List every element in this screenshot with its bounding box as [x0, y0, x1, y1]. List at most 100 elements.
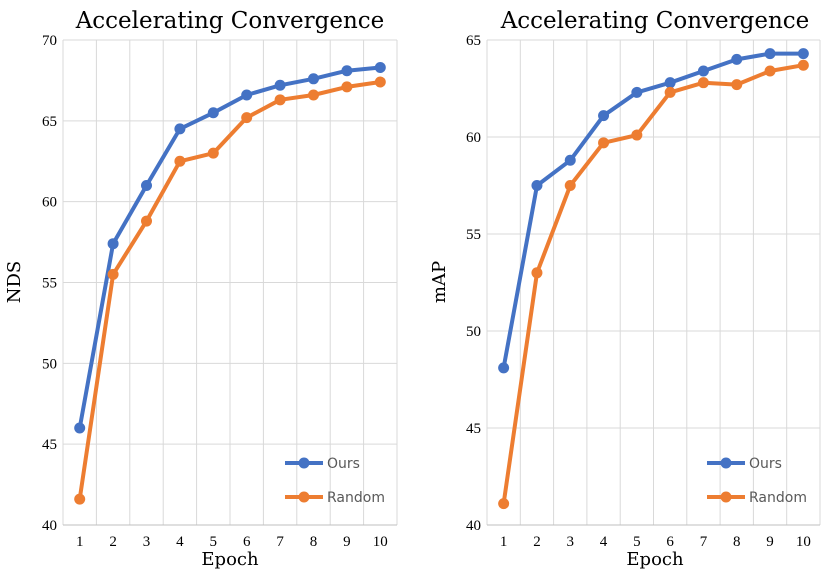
x-tick-label: 6 [243, 534, 251, 550]
data-point-random [241, 112, 253, 124]
x-tick-label: 5 [633, 534, 641, 550]
y-tick-label: 55 [466, 227, 481, 243]
legend-label-ours: Ours [749, 456, 782, 472]
legend-marker-ours [298, 457, 310, 469]
series [498, 48, 809, 510]
data-point-random [498, 498, 510, 510]
data-point-random [764, 65, 776, 77]
data-point-random [374, 76, 386, 88]
data-point-random [598, 137, 610, 149]
x-tick-label: 4 [600, 534, 608, 550]
x-tick-label: 5 [210, 534, 218, 550]
data-point-ours [797, 48, 809, 60]
y-tick-label: 65 [466, 33, 481, 49]
x-tick-label: 7 [700, 534, 708, 550]
y-tick-label: 60 [466, 130, 481, 146]
data-point-ours [764, 48, 776, 60]
data-point-random [207, 147, 219, 159]
legend-marker-random [720, 491, 732, 503]
series-line-random [501, 63, 806, 506]
y-tick-label: 40 [466, 518, 481, 534]
grid [486, 39, 821, 526]
data-point-random [731, 79, 743, 91]
x-tick-label: 9 [343, 534, 351, 550]
data-point-ours [174, 123, 186, 135]
data-point-random [531, 267, 543, 279]
data-point-random [697, 77, 709, 89]
series-line-random [77, 80, 383, 502]
data-point-ours [631, 86, 643, 98]
data-point-random [341, 81, 353, 93]
y-axis-label: NDS [4, 261, 25, 304]
data-point-ours [374, 61, 386, 73]
x-tick-label: 7 [276, 534, 284, 550]
data-point-ours [207, 107, 219, 119]
map-chart: Accelerating Convergence Epoch mAP 40455… [429, 8, 821, 570]
data-point-ours [498, 362, 510, 374]
legend-marker-ours [720, 457, 732, 469]
y-tick-label: 50 [466, 324, 481, 340]
x-tick-label: 9 [766, 534, 774, 550]
x-tick-label: 4 [176, 534, 184, 550]
legend: Ours Random [707, 456, 807, 506]
x-tick-label: 8 [310, 534, 318, 550]
y-tick-label: 60 [42, 195, 57, 211]
series [74, 61, 386, 505]
x-tick-label: 3 [567, 534, 575, 550]
y-axis-label: mAP [429, 261, 450, 303]
data-point-ours [531, 180, 543, 191]
y-tick-label: 45 [466, 421, 481, 437]
x-axis-label: Epoch [626, 549, 684, 570]
legend-label-ours: Ours [327, 456, 360, 472]
y-tick-label: 55 [42, 276, 57, 292]
x-axis-label: Epoch [201, 549, 259, 570]
y-tick-label: 45 [42, 437, 57, 453]
nds-chart: Accelerating Convergence Epoch NDS 40455… [4, 8, 398, 570]
data-point-ours [341, 65, 353, 77]
x-tick-label: 2 [533, 534, 541, 550]
y-tick-label: 40 [42, 518, 57, 534]
data-point-ours [241, 89, 253, 101]
chart-title: Accelerating Convergence [75, 8, 385, 34]
data-point-random [797, 59, 809, 71]
data-point-random [74, 493, 86, 505]
x-tick-label: 6 [666, 534, 674, 550]
data-point-ours [731, 53, 743, 65]
data-point-ours [274, 79, 286, 91]
legend: Ours Random [285, 456, 385, 506]
data-point-random [308, 89, 319, 101]
data-point-ours [107, 238, 119, 250]
data-point-random [274, 94, 286, 106]
data-point-ours [141, 180, 152, 191]
x-tick-label: 8 [733, 534, 741, 550]
data-point-ours [564, 154, 576, 166]
series-line-ours [77, 65, 383, 430]
data-point-ours [598, 110, 610, 122]
data-point-ours [74, 422, 86, 434]
data-point-random [107, 268, 119, 280]
x-tick-label: 1 [76, 534, 84, 550]
data-point-ours [308, 73, 319, 85]
x-tick-label: 10 [796, 534, 811, 550]
data-point-ours [697, 65, 709, 77]
data-point-random [141, 215, 152, 227]
series-line-ours [501, 51, 806, 370]
legend-label-random: Random [749, 490, 807, 506]
y-tick-label: 70 [42, 33, 57, 49]
y-tick-label: 65 [42, 114, 57, 130]
x-tick-label: 3 [143, 534, 151, 550]
data-point-random [631, 129, 643, 141]
data-point-ours [664, 77, 676, 89]
legend-label-random: Random [327, 490, 385, 506]
data-point-random [664, 86, 676, 98]
x-tick-label: 10 [373, 534, 388, 550]
legend-marker-random [298, 491, 310, 503]
chart-title: Accelerating Convergence [500, 8, 810, 34]
data-point-random [174, 155, 186, 167]
x-tick-label: 1 [500, 534, 508, 550]
y-tick-label: 50 [42, 356, 57, 372]
data-point-random [564, 180, 576, 191]
